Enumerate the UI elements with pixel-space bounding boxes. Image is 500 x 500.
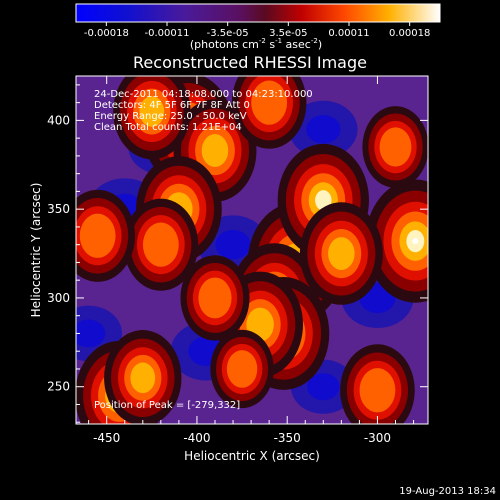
annotation-time-range: 24-Dec-2011 04:18:08.000 to 04:23:10.000 bbox=[94, 89, 313, 100]
colorbar-tick-label: -0.00018 bbox=[84, 28, 129, 39]
footer-timestamp: 19-Aug-2013 18:34 bbox=[399, 486, 496, 497]
y-axis-label: Heliocentric Y (arcsec) bbox=[29, 183, 43, 318]
y-tick-label: 250 bbox=[47, 380, 70, 394]
y-tick-label: 350 bbox=[47, 202, 70, 216]
x-tick-label: -400 bbox=[183, 431, 210, 445]
colorbar-ticks bbox=[105, 22, 411, 26]
annotation-energy-range: Energy Range: 25.0 - 50.0 keV bbox=[94, 111, 247, 122]
annotation-clean-counts: Clean Total counts: 1.21E+04 bbox=[94, 122, 242, 133]
x-axis-label: Heliocentric X (arcsec) bbox=[184, 449, 320, 463]
heatmap-hot-region bbox=[201, 134, 229, 167]
colorbar-tick-labels: -0.00018 -0.00011 -3.5e-05 3.5e-05 0.00011 0.… bbox=[84, 28, 430, 39]
colorbar bbox=[76, 4, 440, 22]
heatmap-hot-region bbox=[359, 368, 396, 413]
colorbar-tick-label: 0.00018 bbox=[389, 28, 430, 39]
colorbar-tick-label: -0.00011 bbox=[145, 28, 190, 39]
peak-marker bbox=[412, 238, 419, 245]
x-tick-label: -450 bbox=[93, 431, 120, 445]
heatmap-hot-region bbox=[251, 80, 288, 125]
annotation-peak-position: Position of Peak = [-279,332] bbox=[94, 400, 240, 411]
heatmap-hot-region bbox=[130, 362, 156, 394]
heatmap-cold-core bbox=[306, 114, 341, 144]
x-axis-ticks: -450 -400 -350 -300 bbox=[88, 76, 415, 445]
colorbar-tick-label: 3.5e-05 bbox=[269, 28, 307, 39]
heatmap-hot-region bbox=[198, 277, 232, 319]
x-tick-label: -300 bbox=[364, 431, 391, 445]
heatmap-image bbox=[76, 76, 428, 424]
heatmap-hot-region bbox=[226, 350, 258, 388]
colorbar-tick-label: -3.5e-05 bbox=[207, 28, 249, 39]
heatmap-hot-region bbox=[379, 127, 412, 167]
chart-title: Reconstructed RHESSI Image bbox=[133, 53, 367, 72]
heatmap-hot-region bbox=[142, 222, 179, 267]
annotation-detectors: Detectors: 4F 5F 6F 7F 8F Att 0 bbox=[94, 100, 250, 111]
colorbar-unit-label: (photons cm-2 s-1 asec-2) bbox=[190, 37, 322, 51]
heatmap-cold-core bbox=[307, 373, 340, 401]
y-tick-label: 300 bbox=[47, 291, 70, 305]
heatmap-cold-core bbox=[76, 319, 106, 348]
heatmap-hot-region bbox=[328, 237, 355, 270]
x-tick-label: -350 bbox=[274, 431, 301, 445]
y-tick-label: 400 bbox=[47, 113, 70, 127]
y-axis-ticks: 250 300 350 400 bbox=[47, 84, 428, 423]
colorbar-frame bbox=[75, 3, 441, 23]
heatmap-hot-region bbox=[79, 213, 116, 258]
plot-frame bbox=[75, 75, 429, 425]
colorbar-tick-label: 0.00011 bbox=[328, 28, 369, 39]
heatmap-cold-core bbox=[215, 230, 251, 260]
heatmap-hot-region bbox=[139, 96, 165, 127]
